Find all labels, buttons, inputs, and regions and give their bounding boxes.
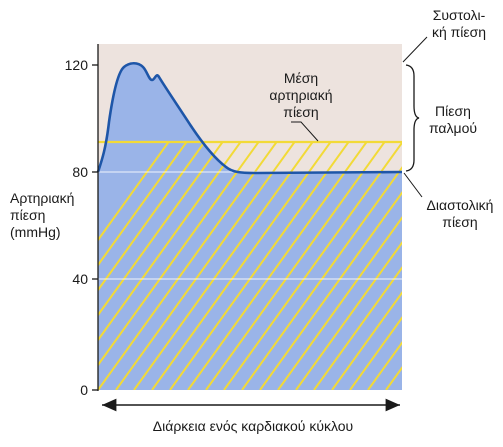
systolic-leader <box>402 36 428 63</box>
y-tick-label-40: 40 <box>72 271 88 287</box>
hatch-stripe <box>422 140 503 390</box>
hatch-stripe <box>98 142 188 267</box>
y-axis-title-line-2: πίεση <box>10 207 46 223</box>
hatch-stripe <box>331 291 402 390</box>
hatch-stripe <box>349 316 402 390</box>
hatch-stripe <box>223 142 402 390</box>
diastolic-leader <box>403 172 423 198</box>
pulse-label-line-1: Πίεση <box>435 103 471 119</box>
hatch-stripe <box>313 266 402 390</box>
hatch-stripe <box>440 140 503 390</box>
hatch-stripe <box>385 366 402 390</box>
hatch-stripe <box>98 142 170 242</box>
systolic-label-line-2: κή πίεση <box>431 24 487 40</box>
pulse-pressure-label: Πίεση παλμού <box>420 103 486 137</box>
hatch-stripe <box>98 142 206 292</box>
y-axis-title-line-1: Αρτηριακή <box>10 190 75 206</box>
hatch-stripe <box>98 142 260 367</box>
hatch-stripe <box>494 140 503 390</box>
x-axis-label: Διάρκεια ενός καρδιακού κύκλου <box>152 418 354 434</box>
y-axis-title: Αρτηριακή πίεση (mmHg) <box>10 190 74 241</box>
hatch-stripe <box>169 142 350 390</box>
hatch-stripe <box>295 241 402 390</box>
hatch-stripe <box>98 142 278 390</box>
hatch-stripe <box>187 142 368 390</box>
hatch-stripe <box>151 142 332 390</box>
diastolic-pressure-label: Διαστολική πίεση <box>420 197 500 231</box>
pulse-label-line-2: παλμού <box>428 120 478 136</box>
hatch-stripe <box>404 140 503 390</box>
y-tick-label-80: 80 <box>72 164 88 180</box>
hatch-stripe <box>259 191 402 390</box>
mean-pressure-hatch <box>98 140 503 390</box>
mean-label-line-3: πίεση <box>283 104 319 120</box>
hatch-stripe <box>277 216 402 390</box>
mean-label-line-1: Μέση <box>283 70 319 86</box>
y-axis-title-line-3: (mmHg) <box>10 224 61 240</box>
mean-pressure-leader <box>291 121 319 142</box>
hatch-stripe <box>133 142 314 390</box>
diastolic-label-line-1: Διαστολική <box>426 197 494 213</box>
hatch-stripe <box>98 142 224 317</box>
systolic-label-line-1: Συστολι- <box>432 7 486 23</box>
systolic-pressure-label: Συστολι- κή πίεση <box>420 7 498 41</box>
hatch-stripe <box>98 142 242 342</box>
hatch-stripe <box>115 142 296 390</box>
pulse-pressure-bracket <box>405 64 420 172</box>
mean-label-line-2: αρτηριακή <box>269 87 333 103</box>
hatch-stripe <box>367 341 402 390</box>
mean-arterial-pressure-label: Μέση αρτηριακή πίεση <box>258 70 344 121</box>
y-tick-label-0: 0 <box>80 382 88 398</box>
hatch-stripe <box>476 140 503 390</box>
hatch-stripe <box>205 142 386 390</box>
pressure-curve <box>96 61 403 175</box>
y-tick-label-120: 120 <box>64 57 88 73</box>
hatch-stripe <box>458 140 503 390</box>
hatch-stripe <box>241 166 402 390</box>
diastolic-label-line-2: πίεση <box>442 214 478 230</box>
